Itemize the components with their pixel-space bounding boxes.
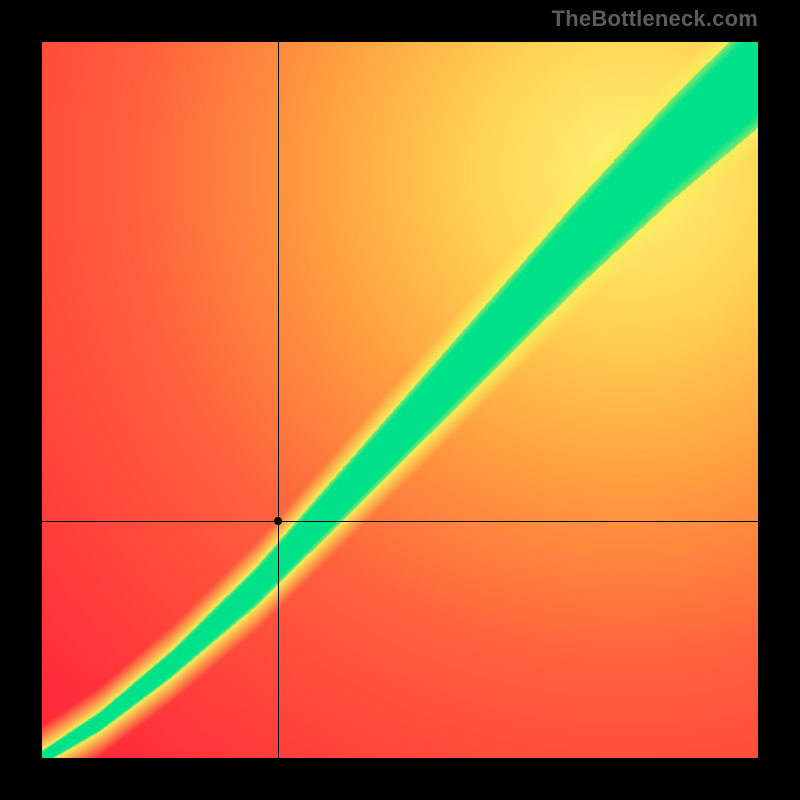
watermark-text: TheBottleneck.com [552,6,758,32]
marker-dot [274,517,282,525]
heatmap-canvas [42,42,758,758]
crosshair-vertical [278,42,279,758]
crosshair-horizontal [42,521,758,522]
heatmap-plot [42,42,758,758]
chart-frame: TheBottleneck.com [0,0,800,800]
